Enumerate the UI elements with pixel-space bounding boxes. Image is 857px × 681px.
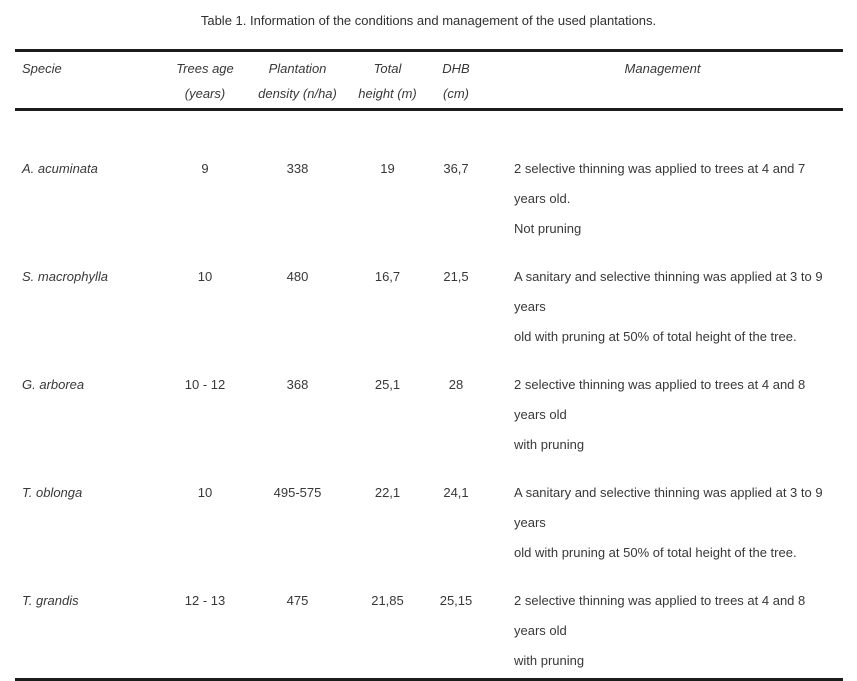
management-line: 2 selective thinning was applied to tree… bbox=[514, 160, 806, 206]
trees-age-cell: 10 - 12 bbox=[184, 376, 226, 392]
management-line: 2 selective thinning was applied to tree… bbox=[514, 592, 806, 638]
management-line: old with pruning at 50% of total height … bbox=[514, 328, 797, 344]
management-line: A sanitary and selective thinning was ap… bbox=[514, 484, 823, 530]
management-line: with pruning bbox=[514, 652, 585, 668]
dhb-cell: 36,7 bbox=[443, 160, 469, 176]
total-height-cell: 25,1 bbox=[374, 376, 401, 392]
column-header-unit: density (n/ha) bbox=[258, 86, 337, 101]
management-cell: 2 selective thinning was applied to tree… bbox=[482, 154, 843, 262]
dhb-cell: 21,5 bbox=[443, 268, 469, 284]
plantations-table: Specie Trees age (years) Plantation dens… bbox=[15, 49, 843, 681]
column-header-unit: height (m) bbox=[358, 86, 417, 101]
management-cell: A sanitary and selective thinning was ap… bbox=[482, 478, 843, 586]
table-row: A. acuminata 9 338 19 36,7 2 selective t… bbox=[15, 154, 843, 262]
management-cell: A sanitary and selective thinning was ap… bbox=[482, 262, 843, 370]
specie-cell: G. arborea bbox=[22, 376, 85, 392]
table-header-row: Specie Trees age (years) Plantation dens… bbox=[15, 51, 843, 110]
column-header-unit: (cm) bbox=[443, 86, 469, 101]
table-row: T. oblonga 10 495-575 22,1 24,1 A sanita… bbox=[15, 478, 843, 586]
dhb-cell: 28 bbox=[448, 376, 464, 392]
column-header-management: Management bbox=[482, 51, 843, 110]
plantation-density-cell: 480 bbox=[286, 268, 309, 284]
trees-age-cell: 12 - 13 bbox=[184, 592, 226, 608]
column-header-label: Specie bbox=[22, 61, 62, 76]
plantation-density-cell: 475 bbox=[286, 592, 309, 608]
column-header-plantation-density: Plantation density (n/ha) bbox=[250, 51, 345, 110]
column-header-total-height: Total height (m) bbox=[345, 51, 430, 110]
table-row: G. arborea 10 - 12 368 25,1 28 2 selecti… bbox=[15, 370, 843, 478]
column-header-label: DHB bbox=[442, 61, 470, 76]
plantation-density-cell: 495-575 bbox=[273, 484, 322, 500]
specie-cell: A. acuminata bbox=[22, 160, 98, 176]
trees-age-cell: 10 bbox=[197, 268, 213, 284]
specie-cell: T. oblonga bbox=[22, 484, 83, 500]
total-height-cell: 21,85 bbox=[371, 592, 404, 608]
column-header-label: Trees age bbox=[176, 61, 234, 76]
management-cell: 2 selective thinning was applied to tree… bbox=[482, 370, 843, 478]
management-cell: 2 selective thinning was applied to tree… bbox=[482, 586, 843, 680]
column-header-label: Plantation bbox=[268, 61, 327, 76]
column-header-unit: (years) bbox=[184, 86, 226, 101]
trees-age-cell: 10 bbox=[197, 484, 213, 500]
table-row: T. grandis 12 - 13 475 21,85 25,15 2 sel… bbox=[15, 586, 843, 680]
plantation-density-cell: 338 bbox=[286, 160, 309, 176]
management-line: with pruning bbox=[514, 436, 585, 452]
column-header-label: Management bbox=[624, 61, 701, 76]
management-line: 2 selective thinning was applied to tree… bbox=[514, 376, 806, 422]
column-header-dhb: DHB (cm) bbox=[430, 51, 482, 110]
specie-cell: T. grandis bbox=[22, 592, 79, 608]
spacer-row bbox=[15, 110, 843, 154]
specie-cell: S. macrophylla bbox=[22, 268, 108, 284]
management-line: old with pruning at 50% of total height … bbox=[514, 544, 797, 560]
total-height-cell: 19 bbox=[380, 160, 395, 176]
dhb-cell: 24,1 bbox=[443, 484, 469, 500]
total-height-cell: 16,7 bbox=[374, 268, 401, 284]
table-caption: Table 1. Information of the conditions a… bbox=[200, 13, 657, 28]
dhb-cell: 25,15 bbox=[439, 592, 473, 608]
trees-age-cell: 9 bbox=[201, 160, 209, 176]
plantation-density-cell: 368 bbox=[286, 376, 309, 392]
management-line: A sanitary and selective thinning was ap… bbox=[514, 268, 823, 314]
total-height-cell: 22,1 bbox=[374, 484, 401, 500]
table-row: S. macrophylla 10 480 16,7 21,5 A sanita… bbox=[15, 262, 843, 370]
column-header-trees-age: Trees age (years) bbox=[160, 51, 250, 110]
management-line: Not pruning bbox=[514, 220, 582, 236]
column-header-specie: Specie bbox=[15, 51, 160, 110]
column-header-label: Total bbox=[373, 61, 402, 76]
